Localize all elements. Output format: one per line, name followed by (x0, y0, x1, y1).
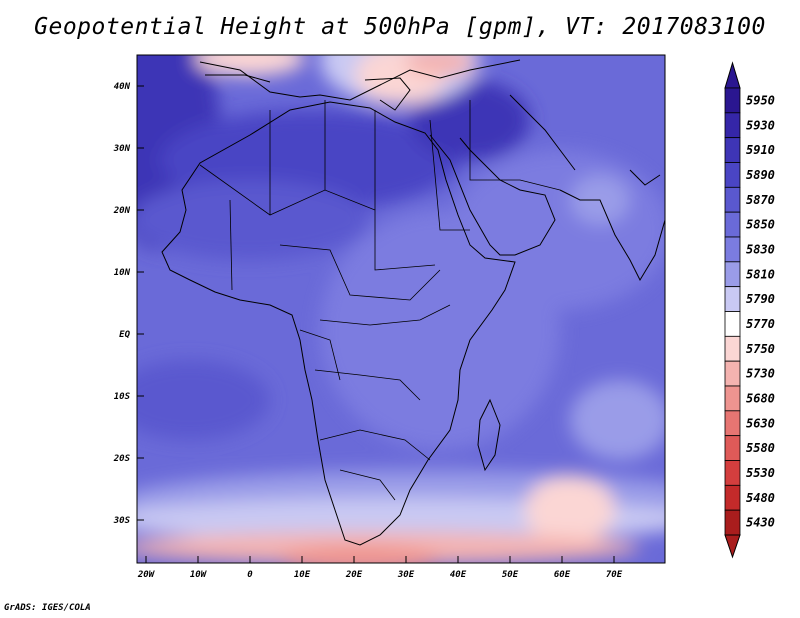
lat-label-eq: EQ (119, 330, 130, 340)
colorbar-swatch-5770 (724, 311, 741, 337)
colorbar-label-5950: 5950 (746, 93, 775, 107)
colorbar-label-5870: 5870 (746, 193, 775, 207)
lon-label-10w: 10W (190, 570, 208, 580)
lat-label-30n: 30N (113, 144, 131, 154)
lat-label-20n: 20N (113, 206, 131, 216)
colorbar-label-5770: 5770 (746, 317, 775, 331)
colorbar-swatch-5950 (724, 87, 741, 114)
colorbar-swatch-5630 (724, 410, 741, 437)
colorbar-label-5580: 5580 (746, 441, 775, 455)
colorbar-swatch-5680 (724, 385, 741, 412)
colorbar-swatch-5430 (724, 509, 741, 536)
lon-label-30e: 30E (397, 570, 415, 580)
colorbar-swatch-5530 (724, 460, 741, 486)
colorbar-label-5730: 5730 (746, 367, 775, 381)
longitude-axis (145, 556, 615, 563)
colorbar-swatch-5480 (724, 484, 741, 511)
colorbar-top-arrow (724, 61, 741, 89)
lat-label-10n: 10N (114, 268, 131, 278)
height-field (137, 55, 665, 563)
colorbar-label-5890: 5890 (746, 168, 775, 182)
colorbar: 5950 5930 5910 5890 5870 5850 5830 5810 5790 5770… (724, 61, 775, 559)
colorbar-swatch-5810 (724, 261, 741, 288)
colorbar-label-5810: 5810 (746, 267, 775, 281)
lon-label-40e: 40E (450, 570, 467, 580)
colorbar-label-5830: 5830 (746, 242, 775, 256)
lon-label-20w: 20W (137, 570, 156, 580)
colorbar-label-5850: 5850 (746, 218, 775, 232)
colorbar-swatch-5850 (724, 211, 741, 238)
colorbar-swatch-5730 (724, 360, 741, 387)
colorbar-swatch-5870 (724, 186, 741, 213)
colorbar-label-5430: 5430 (746, 516, 775, 530)
lon-label-0: 0 (247, 570, 253, 580)
map-frame (136, 54, 666, 564)
lon-label-60e: 60E (554, 570, 571, 580)
colorbar-swatch-5580 (724, 435, 741, 461)
lat-label-40n: 40N (114, 82, 131, 92)
colorbar-swatch-5930 (724, 112, 741, 139)
grads-credit: GrADS: IGES/COLA (4, 603, 91, 613)
colorbar-label-5480: 5480 (746, 491, 775, 505)
lon-label-20e: 20E (345, 570, 363, 580)
colorbar-label-5790: 5790 (746, 292, 775, 306)
coastlines (161, 59, 665, 546)
lon-label-70e: 70E (606, 570, 623, 580)
lat-label-10s: 10S (114, 392, 131, 402)
lat-label-30s: 30S (113, 516, 131, 526)
colorbar-label-5630: 5630 (746, 416, 775, 430)
lat-label-20s: 20S (113, 454, 131, 464)
colorbar-label-5680: 5680 (746, 391, 775, 405)
colorbar-swatch-5890 (724, 162, 741, 188)
latitude-axis (137, 85, 144, 521)
colorbar-label-5930: 5930 (746, 118, 775, 132)
colorbar-label-5750: 5750 (746, 342, 775, 356)
lon-label-10e: 10E (294, 570, 311, 580)
colorbar-bottom-arrow (724, 534, 741, 559)
colorbar-swatch-5830 (724, 236, 741, 263)
colorbar-swatch-5910 (724, 137, 741, 163)
colorbar-label-5530: 5530 (746, 466, 775, 480)
country-borders (199, 100, 561, 501)
lon-label-50e: 50E (502, 570, 519, 580)
colorbar-swatch-5750 (724, 335, 741, 362)
map-title: Geopotential Height at 500hPa [gpm], VT:… (34, 14, 766, 40)
colorbar-label-5910: 5910 (746, 143, 775, 157)
colorbar-swatch-5790 (724, 286, 741, 312)
